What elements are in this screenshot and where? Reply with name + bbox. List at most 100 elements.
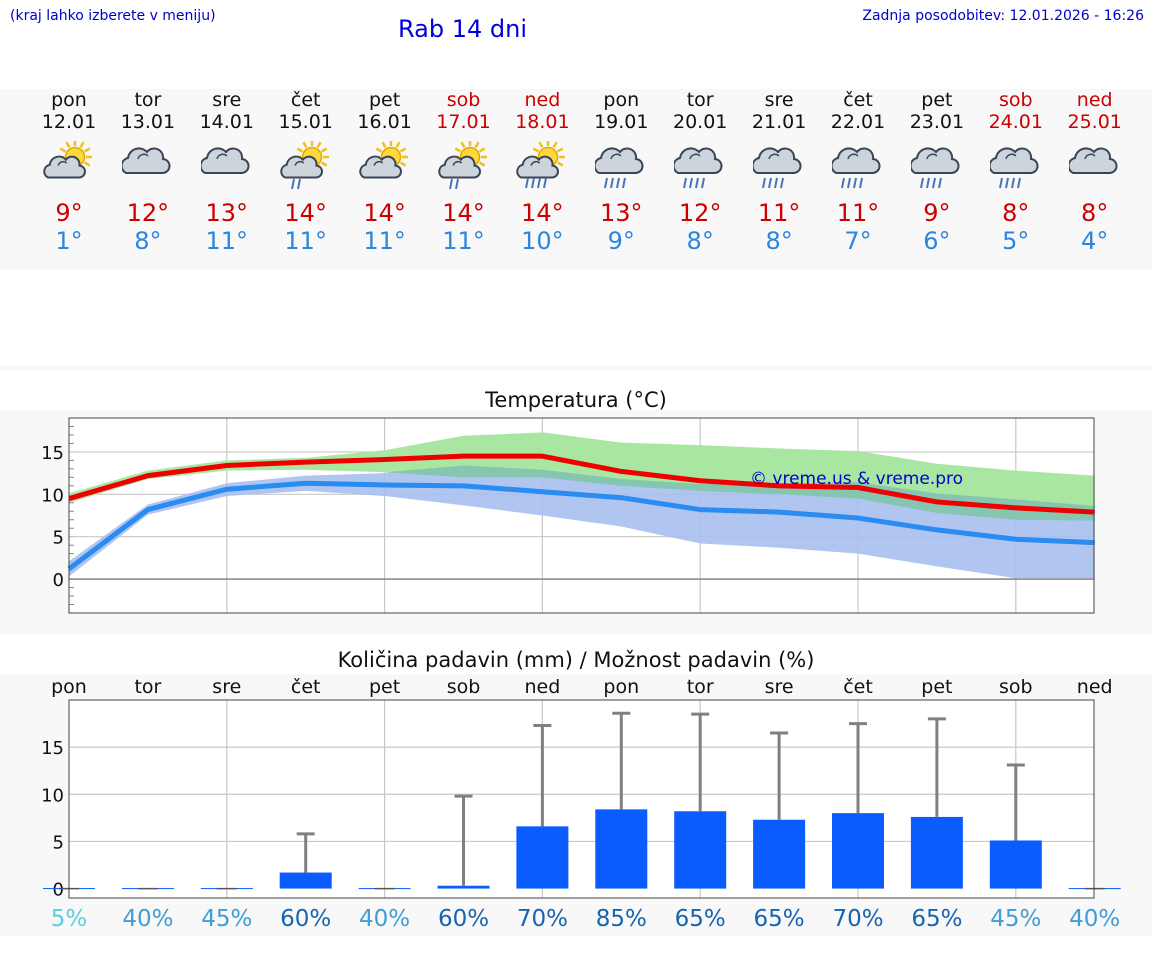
max-temp-line-point (699, 480, 701, 482)
precip-bar (595, 809, 648, 889)
day-name: pon (603, 89, 640, 111)
day-name: pet (368, 89, 401, 111)
max-temp-line-point (305, 461, 307, 463)
max-temp-line-point (620, 470, 622, 472)
sun-cloud-icon (358, 141, 408, 179)
day-name: ned (1076, 89, 1113, 111)
day-date: 24.01 (988, 111, 1043, 133)
x-category-label: sre (212, 676, 241, 698)
x-category-label: sre (765, 676, 794, 698)
x-category-label: sob (999, 676, 1033, 698)
precip-bar (674, 811, 727, 889)
precipitation-chart: 0 5 10 15 pon tor sre čet pet sob ned pon tor sre čet p… (41, 676, 1121, 932)
day-name: tor (134, 89, 162, 111)
min-temp-line-point (226, 488, 228, 490)
x-category-label: čet (291, 676, 321, 698)
temperature-chart-title: Temperatura (°C) (485, 388, 667, 412)
precip-bar (753, 819, 806, 889)
day-column: tor 13.01 12° 8° (108, 89, 188, 270)
day-column: pet 23.01 9° 6° (897, 89, 977, 270)
max-temp-line-point (384, 459, 386, 461)
day-column: pon 12.01 9° 1° (29, 89, 109, 270)
day-max-temp: 11° (757, 199, 801, 227)
x-category-label: pon (603, 676, 639, 698)
day-min-temp: 10° (521, 227, 564, 255)
cloud-icon (200, 147, 250, 174)
x-category-label: tor (687, 676, 714, 698)
day-date: 19.01 (594, 111, 649, 133)
day-min-temp: 11° (363, 227, 406, 255)
min-temp-line (67, 480, 1095, 571)
day-max-temp: 12° (678, 199, 722, 227)
watermark: © vreme.us & vreme.pro (750, 469, 963, 489)
day-min-temp: 9° (607, 227, 635, 255)
min-temp-line-point (778, 511, 780, 513)
day-date: 15.01 (278, 111, 333, 133)
day-column: sre 21.01 11° 8° (739, 89, 819, 270)
precip-bar (437, 885, 490, 889)
cloud-rain-icon (832, 147, 881, 189)
plot-frame (68, 417, 1095, 614)
y-tick-label: 15 (41, 738, 64, 759)
day-date: 25.01 (1067, 111, 1122, 133)
day-max-temp: 8° (1081, 199, 1109, 227)
day-column: čet 15.01 14° 11° (266, 89, 346, 270)
max-temp-line-point (226, 464, 228, 466)
y-tick-label: 15 (41, 443, 64, 464)
day-max-temp: 14° (284, 199, 327, 227)
cloud-icon (1068, 147, 1118, 174)
y-tick-label: 0 (53, 880, 64, 901)
x-category-label: tor (134, 676, 161, 698)
day-max-temp: 13° (600, 199, 643, 227)
cloud-rain-icon (674, 147, 723, 189)
day-column: tor 20.01 12° 8° (660, 89, 740, 270)
min-temp-line-point (305, 482, 307, 484)
day-date: 13.01 (120, 111, 176, 133)
min-temp-line-point (857, 517, 859, 519)
plot-frame (68, 699, 1095, 899)
last-update: Zadnja posodobitev: 12.01.2026 - 16:26 (862, 8, 1144, 24)
temperature-panel: Temperatura (°C) 0 5 10 15 © vreme.us & vrem… (0, 388, 1152, 635)
max-temp-line-point (936, 501, 938, 503)
precip-probability-label: 60% (280, 906, 331, 932)
y-tick-label: 10 (41, 485, 64, 506)
day-column: sob 17.01 14° 11° (424, 89, 504, 270)
precip-probability-label: 65% (754, 906, 805, 932)
precip-bar (989, 840, 1042, 889)
x-category-label: sob (447, 676, 481, 698)
day-date: 16.01 (357, 111, 412, 133)
x-category-label: čet (843, 676, 873, 698)
precip-probability-label: 40% (1069, 906, 1120, 932)
day-date: 21.01 (751, 111, 807, 133)
day-column: pon 19.01 13° 9° (581, 89, 661, 270)
day-date: 22.01 (830, 111, 886, 133)
precip-probability-label: 70% (832, 906, 883, 932)
day-name: sre (212, 89, 242, 111)
day-max-temp: 11° (836, 199, 880, 227)
day-max-temp: 8° (1002, 199, 1030, 227)
day-max-temp: 14° (521, 199, 564, 227)
min-temp-line-point (463, 485, 464, 487)
precip-probability-label: 40% (359, 906, 410, 932)
day-name: pon (51, 89, 87, 111)
day-min-temp: 11° (205, 227, 249, 255)
day-max-temp: 14° (363, 199, 406, 227)
day-max-temp: 13° (205, 199, 249, 227)
max-temp-line-point (541, 455, 543, 457)
day-date: 14.01 (199, 111, 254, 133)
y-tick-label: 10 (41, 785, 64, 806)
day-min-temp: 11° (442, 227, 485, 255)
day-name: sob (446, 89, 481, 111)
day-min-temp: 7° (844, 227, 872, 255)
min-temp-line-point (699, 509, 701, 511)
precip-bar (832, 813, 884, 889)
day-column: sob 24.01 8° 5° (976, 89, 1056, 270)
x-category-label: ned (1077, 676, 1113, 698)
day-name: čet (843, 89, 873, 111)
cloud-rain-icon (989, 147, 1039, 189)
min-temp-line-point (384, 484, 386, 486)
page-title: Rab 14 dni (398, 15, 527, 43)
precipitation-panel: Količina padavin (mm) / Možnost padavin … (0, 648, 1152, 936)
day-date: 20.01 (672, 111, 728, 133)
temperature-chart: 0 5 10 15 © vreme.us & vreme.pro (41, 417, 1096, 614)
